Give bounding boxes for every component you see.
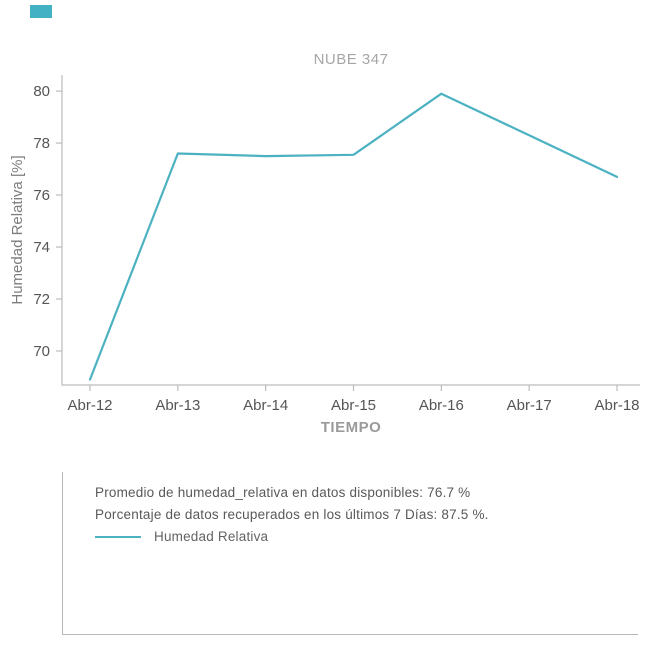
svg-text:70: 70 bbox=[33, 343, 50, 360]
svg-text:80: 80 bbox=[33, 83, 50, 100]
svg-text:76: 76 bbox=[33, 187, 50, 204]
legend-line-sample-icon bbox=[95, 535, 141, 538]
svg-text:Abr-14: Abr-14 bbox=[243, 397, 288, 414]
svg-text:78: 78 bbox=[33, 135, 50, 152]
svg-text:Abr-12: Abr-12 bbox=[67, 397, 112, 414]
legend-label: Humedad Relativa bbox=[154, 529, 269, 544]
brand-mark bbox=[30, 5, 52, 18]
average-humidity-text: Promedio de humedad_relativa en datos di… bbox=[95, 485, 471, 500]
info-panel: Promedio de humedad_relativa en datos di… bbox=[62, 472, 638, 635]
humidity-line-chart: 70 72 74 76 78 80 Abr-12 Abr-13 Abr-14 Abr-15 Abr-… bbox=[9, 51, 640, 436]
svg-text:Abr-15: Abr-15 bbox=[331, 397, 376, 414]
svg-text:Abr-17: Abr-17 bbox=[507, 397, 552, 414]
svg-text:Abr-13: Abr-13 bbox=[155, 397, 200, 414]
svg-text:74: 74 bbox=[33, 239, 50, 256]
svg-text:TIEMPO: TIEMPO bbox=[321, 419, 382, 436]
svg-text:NUBE 347: NUBE 347 bbox=[314, 51, 389, 68]
svg-text:Abr-16: Abr-16 bbox=[419, 397, 464, 414]
svg-text:Humedad Relativa [%]: Humedad Relativa [%] bbox=[9, 155, 26, 304]
recovered-data-text: Porcentaje de datos recuperados en los ú… bbox=[95, 507, 489, 522]
svg-text:72: 72 bbox=[33, 291, 50, 308]
legend-row: Humedad Relativa bbox=[95, 529, 638, 544]
svg-text:Abr-18: Abr-18 bbox=[594, 397, 639, 414]
